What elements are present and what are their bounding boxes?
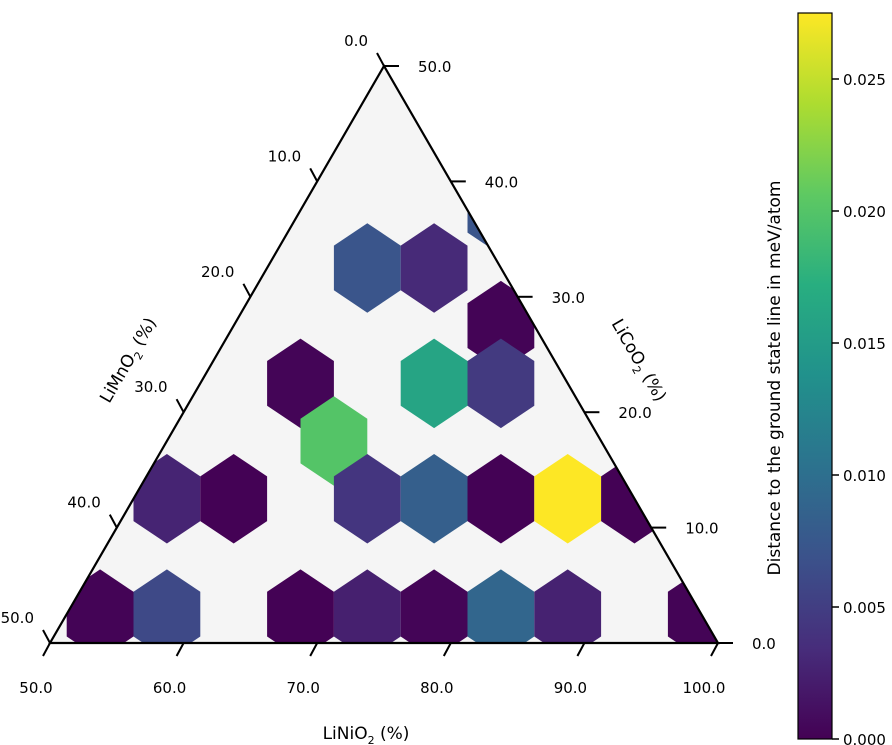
hexbin-cell [200, 454, 268, 544]
bottom-axis-title: LiNiO2 (%) [323, 724, 410, 745]
bottom-axis-tick [442, 642, 452, 657]
left-axis-tick [108, 514, 118, 529]
right-axis-tick-label: 20.0 [618, 404, 651, 422]
hexbin-cell [400, 569, 468, 643]
bottom-axis-tick-label: 100.0 [683, 679, 726, 697]
left-axis-tick-label: 0.0 [344, 32, 368, 50]
hexbin-cell [467, 569, 535, 643]
right-axis-tick-label: 30.0 [552, 289, 585, 307]
colorbar-tick-label: 0.000 [843, 731, 886, 745]
colorbar-tick-label: 0.020 [843, 203, 886, 221]
colorbar-tick-label: 0.010 [843, 467, 886, 485]
hexbin-cell [133, 569, 201, 643]
bottom-axis-tick [42, 642, 51, 657]
ternary-outline [48, 63, 720, 645]
hexbin-cell [333, 569, 401, 643]
bottom-axis-tick [309, 642, 319, 657]
hexbin-cell [333, 223, 401, 313]
bottom-axis-tick-label: 70.0 [286, 679, 319, 697]
left-axis-tick [309, 167, 319, 182]
hexbin-cell [133, 454, 201, 544]
colorbar-label: Distance to the ground state line in meV… [765, 181, 785, 576]
ternary-background [50, 66, 718, 643]
hexbin-cell [534, 454, 602, 544]
bottom-axis-tick [576, 642, 586, 657]
bottom-axis-tick-label: 60.0 [153, 679, 186, 697]
hexbin-cell [467, 338, 535, 429]
left-axis-tick [242, 283, 252, 298]
right-axis-tick-label: 0.0 [752, 635, 776, 653]
hexbin-cell [267, 338, 334, 429]
hexbin-cell [66, 569, 134, 643]
left-axis-tick [175, 398, 185, 413]
colorbar-tick-label: 0.005 [843, 599, 886, 617]
bottom-axis-tick-label: 80.0 [420, 679, 453, 697]
left-axis-tick [376, 52, 385, 67]
left-axis-tick-label: 10.0 [268, 147, 301, 165]
colorbar [797, 12, 833, 740]
left-axis-tick-label: 20.0 [201, 263, 234, 281]
right-axis-tick-label: 40.0 [485, 173, 518, 191]
left-axis-tick-label: 30.0 [134, 378, 167, 396]
colorbar-tick-label: 0.025 [843, 71, 886, 89]
bottom-axis-tick [175, 642, 185, 657]
left-axis-tick-label: 50.0 [1, 609, 34, 627]
hexbin-cell [267, 569, 334, 643]
colorbar-ticks: 0.000 0.005 0.010 0.015 0.020 0.025 [832, 71, 886, 745]
axis-ticks: 50.0 60.0 70.0 80.0 90.0 100.0 0.0 10.0 20.0 30.0… [1, 32, 776, 697]
right-axis-tick-label: 10.0 [685, 520, 718, 538]
right-axis-tick-label: 50.0 [418, 58, 451, 76]
hexbin-cell [400, 338, 468, 429]
hexbin-cell [333, 454, 401, 544]
bottom-axis-tick-label: 90.0 [554, 679, 587, 697]
hexbin-cell [400, 454, 468, 544]
bottom-axis-tick [710, 642, 719, 657]
hexbin-cell [534, 569, 602, 643]
bottom-axis-tick-label: 50.0 [19, 679, 52, 697]
left-axis-tick [42, 629, 51, 644]
left-axis-tick-label: 40.0 [67, 494, 100, 512]
hexbin-cell [467, 280, 535, 371]
hexbin-cell [300, 396, 368, 486]
right-axis-title: LiCoO2 (%) [604, 316, 670, 407]
hexbin-layer [66, 107, 718, 643]
colorbar-tick-label: 0.015 [843, 335, 886, 353]
hexbin-cell [400, 223, 468, 313]
hexbin-cell [467, 454, 535, 544]
